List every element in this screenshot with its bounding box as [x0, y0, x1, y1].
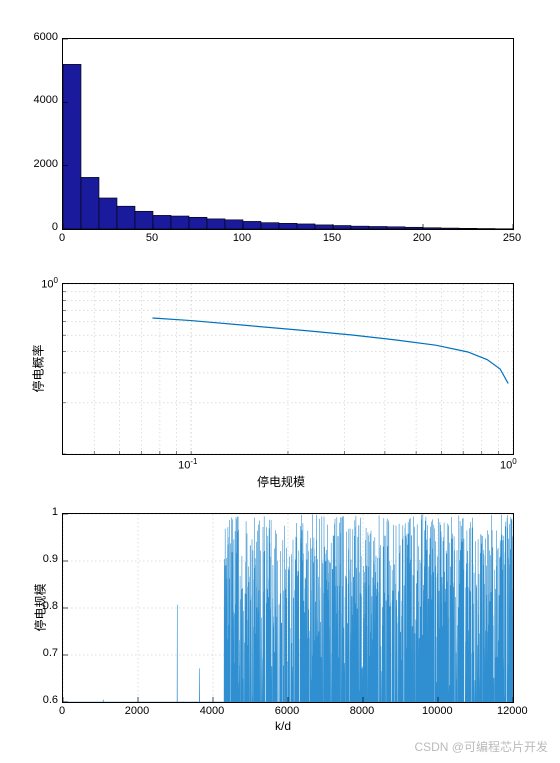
tick-label: 10000 — [422, 705, 452, 717]
tick-label: 100 — [227, 232, 257, 244]
tick-label: 10-1 — [178, 457, 197, 472]
tick-label: 250 — [497, 232, 527, 244]
chart-loglog — [62, 283, 514, 455]
tick-label: 8000 — [347, 705, 377, 717]
tick-label: 0.9 — [43, 553, 58, 565]
chart-histogram — [62, 38, 514, 230]
tick-label: 0 — [47, 232, 77, 244]
tick-label: 0.6 — [43, 694, 58, 706]
dense-svg — [63, 514, 513, 702]
tick-label: 6000 — [272, 705, 302, 717]
histogram-svg — [63, 39, 513, 229]
chart3-xlabel: k/d — [275, 719, 291, 733]
loglog-svg — [63, 284, 513, 454]
tick-label: 100 — [41, 276, 58, 291]
watermark: CSDN @可编程芯片开发 — [414, 738, 548, 755]
chart3-ylabel: 停电规模 — [32, 583, 49, 631]
tick-label: 150 — [317, 232, 347, 244]
tick-label: 100 — [500, 457, 517, 472]
tick-label: 6000 — [34, 31, 58, 43]
tick-label: 2000 — [34, 158, 58, 170]
tick-label: 4000 — [197, 705, 227, 717]
tick-label: 1 — [52, 506, 58, 518]
tick-label: 0 — [47, 705, 77, 717]
chart2-ylabel: 停电概率 — [30, 344, 47, 392]
tick-label: 12000 — [497, 705, 527, 717]
tick-label: 200 — [407, 232, 437, 244]
tick-label: 4000 — [34, 94, 58, 106]
tick-label: 0.7 — [43, 647, 58, 659]
tick-label: 50 — [137, 232, 167, 244]
tick-label: 0 — [52, 221, 58, 233]
chart-dense — [62, 513, 514, 703]
chart2-xlabel: 停电规模 — [257, 473, 305, 490]
tick-label: 2000 — [122, 705, 152, 717]
